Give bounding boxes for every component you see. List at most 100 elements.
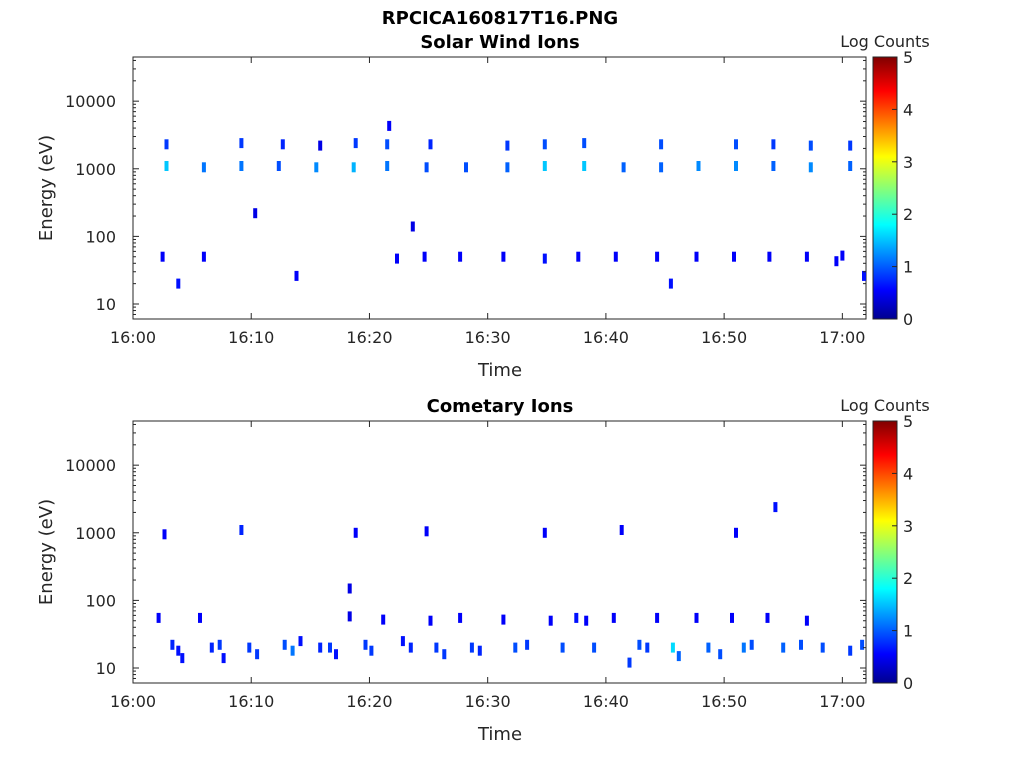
heatmap-cell [469,642,474,653]
heatmap-cell [781,642,786,653]
heatmap-cell [156,612,161,623]
heatmap-cell [347,583,352,594]
figure-title: RPCICA160817T16.PNG [382,8,618,29]
colorbar-tick-label: 0 [903,674,913,693]
heatmap-cell [209,642,214,653]
heatmap-cell [458,612,463,623]
panel-title: Cometary Ions [427,396,574,417]
heatmap-cell [162,529,167,540]
y-tick-label: 10000 [65,456,116,475]
heatmap-cell [542,253,547,264]
heatmap-cell [385,139,390,150]
heatmap-cell [548,615,553,626]
heatmap-cell [164,161,169,171]
colorbar: Log Counts 0 1 2 3 4 5 [840,396,930,693]
colorbar-tick-label: 4 [903,464,913,483]
heatmap-cell [694,251,699,262]
heatmap-cell [611,612,616,623]
x-axis-label: Time [477,360,522,381]
heatmap-cells [156,502,865,668]
heatmap-cell [247,642,252,653]
heatmap-cell [501,251,506,262]
x-axis: 16:00 16:10 16:20 16:30 16:40 16:50 17:00 [110,421,865,711]
x-tick-label: 17:00 [819,328,865,347]
x-axis: 16:00 16:10 16:20 16:30 16:40 16:50 17:00 [110,57,865,347]
heatmap-cell [670,642,675,653]
y-axis-label: Energy (eV) [36,499,57,605]
colorbar-label: Log Counts [840,32,930,51]
heatmap-cell [840,250,845,261]
heatmap-cell [655,612,660,623]
heatmap-cell [734,161,738,171]
heatmap-cell [525,639,530,650]
heatmap-cell [282,639,287,650]
heatmap-cell [294,270,299,281]
heatmap-cell [505,140,510,151]
y-axis: 10 100 1000 10000 [65,59,866,320]
heatmap-cell [442,649,447,660]
heatmap-cell [613,251,618,262]
heatmap-cell [318,642,323,653]
heatmap-cell [694,612,699,623]
heatmap-cell [560,642,565,653]
heatmap-cell [734,139,738,150]
heatmap-cell [428,139,433,150]
y-tick-label: 10000 [65,92,116,111]
heatmap-cell [655,251,660,262]
panel-title: Solar Wind Ions [420,32,579,53]
y-tick-label: 10 [96,659,116,678]
heatmap-cell [820,642,825,653]
heatmap-cell [385,161,390,171]
heatmap-cell [767,251,772,262]
heatmap-cell [706,642,711,653]
colorbar-gradient [872,420,898,684]
heatmap-cell [180,653,185,664]
x-tick-label: 16:30 [465,692,511,711]
heatmap-cell [464,162,468,173]
heatmap-cell [501,614,506,625]
heatmap-cell [505,162,510,173]
heatmap-cell [582,161,587,171]
colorbar-ticks: 0 1 2 3 4 5 [892,48,913,329]
heatmap-cell [860,639,865,650]
heatmap-cell [808,162,813,173]
colorbar-tick-label: 4 [903,100,913,119]
heatmap-cell [659,139,664,150]
x-tick-label: 16:20 [346,328,392,347]
heatmap-cell [395,253,399,264]
colorbar-gradient [872,56,898,320]
heatmap-cell [276,161,281,171]
x-tick-label: 16:30 [465,328,511,347]
y-axis: 10 100 1000 10000 [65,423,866,684]
heatmap-cell [576,251,581,262]
heatmap-cell [298,636,303,647]
colorbar-tick-label: 3 [903,153,913,172]
x-tick-label: 16:00 [110,692,156,711]
heatmap-cell [584,615,589,626]
colorbar-tick-label: 0 [903,310,913,329]
heatmap-cell [369,645,374,656]
heatmap-cell [164,139,169,150]
x-tick-label: 16:20 [346,692,392,711]
cometary-panel: Cometary Ions 16:00 16:10 16:20 16:30 16:40 1… [36,396,930,745]
heatmap-cell [239,525,244,535]
heatmap-cell [732,251,736,262]
x-tick-label: 16:10 [228,692,274,711]
heatmap-cells [160,120,866,289]
heatmap-cell [328,642,332,653]
heatmap-cell [773,502,778,513]
heatmap-cell [862,270,866,281]
y-tick-label: 1000 [75,524,116,543]
heatmap-cell [428,615,433,626]
x-tick-label: 16:40 [583,328,629,347]
heatmap-cell [239,161,244,171]
colorbar-tick-label: 1 [903,258,913,277]
heatmap-cell [408,642,413,653]
heatmap-cell [668,278,673,289]
heatmap-cell [848,140,853,151]
colorbar-tick-label: 1 [903,622,913,641]
heatmap-cell [574,612,579,623]
heatmap-cell [637,639,642,650]
x-tick-label: 16:00 [110,328,156,347]
